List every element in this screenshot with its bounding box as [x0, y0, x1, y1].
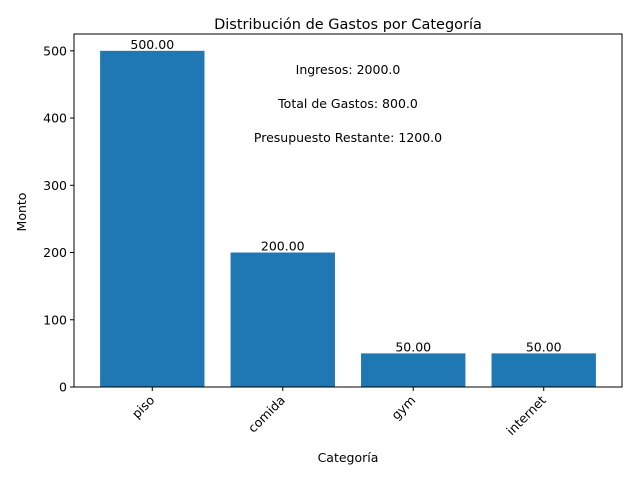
y-axis-label: Monto	[14, 193, 29, 232]
plot-frame	[73, 33, 623, 388]
annotation-ingresos: Ingresos: 2000.0	[296, 62, 401, 77]
bars-layer	[100, 50, 596, 388]
bar-internet	[491, 353, 596, 387]
value-label-piso: 500.00	[130, 37, 174, 52]
annotation-total-gastos: Total de Gastos: 800.0	[277, 96, 418, 111]
y-axis-ticks: 0 100 200 300 400 500	[43, 43, 74, 395]
y-tick-label-0: 0	[59, 380, 67, 395]
value-label-internet: 50.00	[526, 339, 562, 354]
value-labels: 500.00 200.00 50.00 50.00	[130, 37, 561, 355]
y-tick-label-300: 300	[43, 178, 67, 193]
y-tick-label-100: 100	[43, 312, 67, 327]
value-label-gym: 50.00	[395, 339, 431, 354]
value-label-comida: 200.00	[261, 239, 305, 254]
bar-gym	[361, 353, 466, 387]
y-tick-label-200: 200	[43, 245, 67, 260]
chart-title: Distribución de Gastos por Categoría	[214, 17, 482, 33]
bar-comida	[230, 252, 335, 387]
annotation-presupuesto-restante: Presupuesto Restante: 1200.0	[254, 130, 442, 145]
y-tick-label-500: 500	[43, 43, 67, 58]
y-tick-label-400: 400	[43, 111, 67, 126]
x-axis-label: Categoría	[318, 450, 379, 465]
bar-piso	[100, 50, 205, 388]
